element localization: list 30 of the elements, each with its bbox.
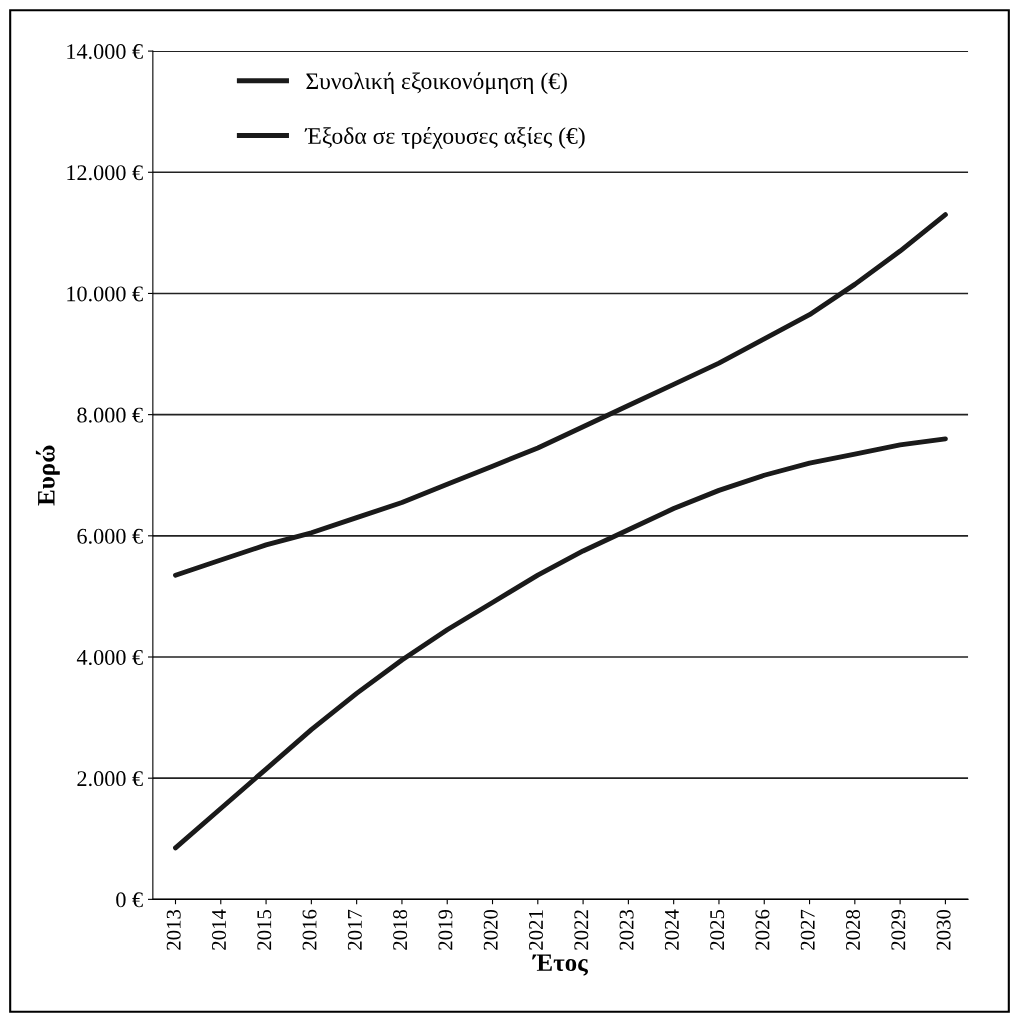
x-tick-label: 2014	[211, 909, 226, 950]
x-tick-label: 2027	[800, 909, 815, 950]
x-tick-label: 2019	[438, 909, 453, 950]
x-tick-label: 2022	[574, 910, 589, 950]
x-axis-title: Έτος	[532, 954, 588, 976]
x-tick-label: 2023	[619, 909, 634, 950]
x-tick-label: 2013	[166, 909, 181, 950]
legend-label: Συνολική εξοικονόμηση (€)	[306, 72, 567, 95]
x-tick-label: 2025	[710, 909, 725, 950]
x-tick-label: 2017	[347, 909, 362, 950]
legend-label: Έξοδα σε τρέχουσες αξίες (€)	[304, 127, 585, 149]
x-tick-label: 2015	[257, 909, 272, 950]
y-tick-label: 14.000 €	[67, 44, 143, 60]
x-tick-label: 2029	[891, 909, 906, 950]
y-tick-label: 0 €	[116, 892, 143, 908]
x-tick-label: 2021	[528, 910, 544, 950]
x-tick-label: 2020	[483, 909, 498, 950]
x-tick-label: 2030	[936, 909, 951, 950]
y-tick-label: 4.000 €	[76, 649, 143, 666]
x-tick-label: 2016	[302, 909, 317, 950]
x-tick-label: 2026	[755, 909, 770, 950]
y-tick-label: 2.000 €	[77, 771, 143, 787]
x-tick-label: 2028	[845, 909, 861, 950]
y-tick-label: 6.000 €	[77, 528, 143, 544]
y-axis-title: Ευρώ	[35, 445, 60, 506]
y-tick-label: 12.000 €	[67, 165, 143, 181]
y-tick-label: 10.000 €	[67, 286, 143, 302]
x-tick-label: 2018	[393, 909, 408, 950]
x-tick-label: 2024	[664, 909, 679, 950]
y-tick-label: 8.000 €	[77, 407, 143, 423]
